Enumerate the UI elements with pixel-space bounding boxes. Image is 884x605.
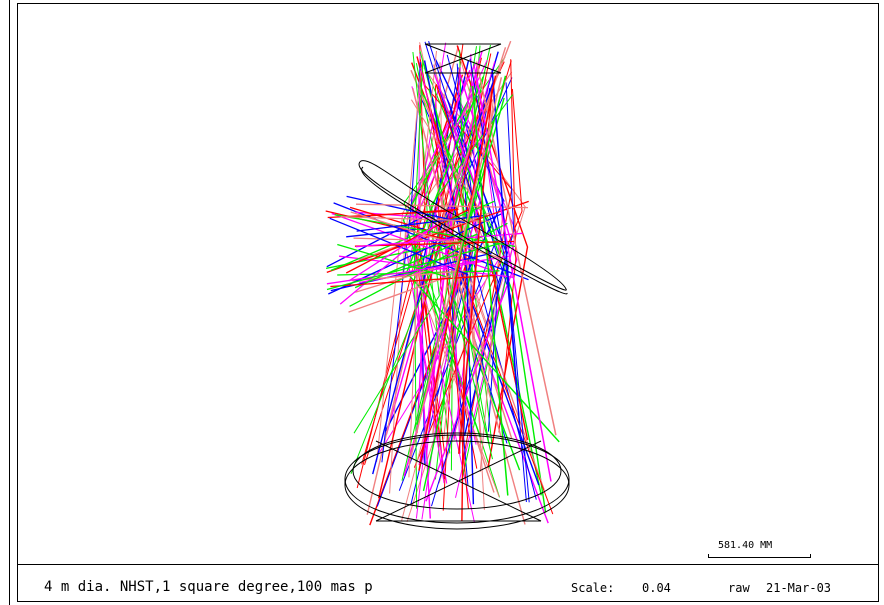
ray-bundle [325, 40, 560, 526]
focal-frame [424, 43, 502, 74]
fan-ray [354, 240, 516, 247]
scale-label: Scale: [571, 581, 615, 595]
ray [439, 62, 545, 490]
ray [404, 70, 500, 498]
fan-ray [339, 255, 514, 278]
fan-ray [326, 213, 430, 268]
raw-label: raw [728, 581, 750, 595]
fold-mirror [358, 160, 568, 295]
fan-ray [328, 213, 502, 295]
scale-bar-label: 581.40 MM [718, 540, 773, 551]
ray [425, 71, 518, 502]
optical-layout-drawing [325, 40, 570, 530]
primary-mirror [344, 432, 570, 530]
long-ray [408, 77, 503, 465]
scale-value: 0.04 [642, 581, 671, 595]
fan-ray [329, 217, 469, 276]
fan-ray [326, 200, 529, 274]
title-block: 4 m dia. NHST,1 square degree,100 mas p … [17, 565, 879, 602]
scale-bar-tick-left [708, 554, 709, 558]
ray [435, 84, 529, 441]
ray [469, 58, 527, 503]
ray [404, 59, 488, 484]
scale-bar [708, 557, 811, 558]
fan-ray [325, 210, 449, 241]
fan-ray [337, 243, 447, 278]
long-ray [491, 69, 521, 424]
fan-ray [355, 203, 529, 209]
ray [353, 51, 440, 434]
fan-ray [339, 225, 435, 305]
ray [424, 41, 499, 432]
ray [384, 58, 505, 432]
fan-ray [355, 232, 523, 248]
fan-ray [349, 206, 474, 245]
long-ray [474, 70, 552, 482]
fan-ray [348, 274, 452, 313]
fan-ray [350, 211, 507, 261]
fan-ray [346, 195, 465, 224]
drawing-title: 4 m dia. NHST,1 square degree,100 mas p [44, 579, 373, 595]
fan-ray [356, 215, 484, 232]
window-edge-divider [9, 0, 10, 605]
fan-ray [330, 200, 495, 271]
ray [413, 88, 523, 468]
fan-ray [355, 267, 435, 293]
ray [498, 59, 517, 433]
scale-bar-tick-right [810, 554, 811, 558]
drawing-date: 21-Mar-03 [766, 581, 832, 595]
ray [410, 69, 482, 441]
long-ray [416, 75, 507, 425]
long-ray [418, 75, 497, 471]
ray [402, 95, 481, 438]
fan-ray [326, 255, 509, 285]
long-ray [471, 85, 509, 496]
ray [423, 60, 475, 505]
ray [403, 74, 482, 477]
ray [408, 50, 437, 478]
fan-ray [326, 243, 499, 291]
plot-area [17, 3, 879, 565]
ray [426, 67, 461, 455]
fan-ray [330, 274, 496, 288]
